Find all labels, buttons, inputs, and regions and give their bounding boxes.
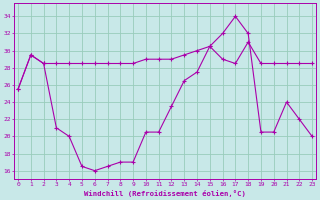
- X-axis label: Windchill (Refroidissement éolien,°C): Windchill (Refroidissement éolien,°C): [84, 190, 246, 197]
